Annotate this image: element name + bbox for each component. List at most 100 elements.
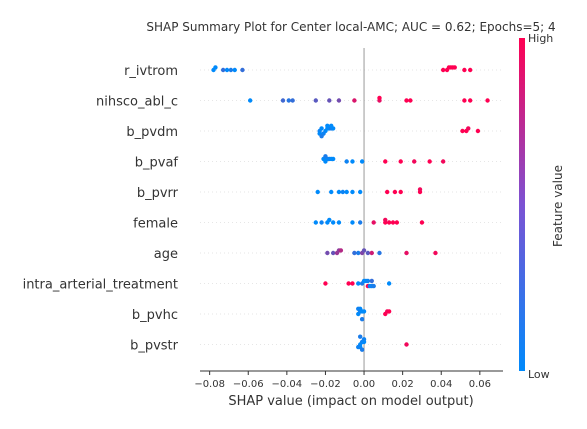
x-tick-label: −0.08: [194, 379, 225, 390]
shap-point: [462, 98, 467, 103]
colorbar-title: Feature value: [551, 165, 565, 247]
shap-point: [359, 347, 365, 352]
shap-point: [338, 248, 344, 253]
shap-point: [404, 250, 409, 256]
feature-label: r_ivtrom: [124, 64, 178, 79]
shap-point: [357, 220, 363, 225]
shap-point: [330, 156, 336, 162]
shap-point: [315, 189, 320, 195]
feature-label: age: [154, 247, 178, 262]
shap-point: [336, 189, 342, 195]
shap-point: [336, 220, 342, 225]
shap-point: [361, 337, 367, 342]
shap-point: [313, 98, 318, 103]
shap-point: [350, 220, 355, 225]
shap-point: [319, 126, 324, 131]
shap-point: [462, 67, 467, 73]
shap-point: [467, 67, 473, 73]
shap-point: [224, 67, 230, 73]
shap-point: [280, 98, 286, 103]
shap-point: [350, 159, 355, 164]
shap-point: [485, 98, 490, 103]
feature-label: b_pvrr: [137, 186, 179, 201]
x-tick-label: 0.00: [353, 379, 375, 390]
shap-point: [327, 98, 332, 103]
shap-point: [417, 187, 423, 192]
shap-point: [398, 189, 403, 195]
shap-point: [319, 220, 324, 225]
shap-point: [440, 159, 446, 164]
shap-point: [440, 67, 446, 73]
shap-point: [385, 189, 390, 195]
feature-gridlines: [200, 69, 503, 345]
shap-point: [383, 217, 388, 223]
feature-label: b_pvdm: [126, 125, 178, 140]
shap-point: [286, 98, 291, 103]
shap-point: [386, 309, 392, 314]
shap-point: [336, 98, 342, 103]
shap-point: [325, 123, 330, 128]
shap-points: [211, 65, 490, 352]
shap-point: [228, 67, 234, 73]
shap-point: [356, 281, 361, 286]
shap-point: [408, 98, 413, 103]
shap-point: [346, 281, 351, 286]
feature-label: b_pvstr: [130, 339, 179, 354]
feature-label: intra_arterial_treatment: [23, 278, 178, 293]
shap-point: [356, 306, 361, 311]
shap-point: [433, 250, 438, 256]
shap-point: [371, 220, 376, 225]
shap-point: [313, 220, 318, 225]
shap-point: [247, 98, 253, 103]
shap-point: [404, 98, 409, 103]
feature-label: nihsco_abl_c: [96, 95, 178, 110]
shap-point: [350, 189, 355, 195]
shap-point: [369, 250, 374, 256]
shap-point: [398, 159, 403, 164]
shap-point: [213, 65, 218, 70]
shap-point: [329, 123, 334, 128]
shap-point: [419, 220, 425, 225]
shap-point: [386, 220, 392, 225]
shap-point: [357, 189, 363, 195]
colorbar-low-label: Low: [528, 368, 550, 381]
shap-point: [475, 128, 481, 134]
shap-point: [325, 250, 330, 256]
feature-label: b_pvaf: [135, 156, 179, 171]
shap-point: [369, 278, 374, 284]
shap-point: [356, 344, 361, 350]
shap-point: [404, 342, 409, 347]
feature-label: b_pvhc: [132, 308, 178, 323]
shap-point: [460, 128, 465, 134]
shap-point: [319, 134, 324, 139]
colorbar-high-label: High: [528, 32, 553, 45]
shap-point: [330, 250, 336, 256]
shap-point: [427, 159, 432, 164]
shap-point: [352, 250, 357, 256]
shap-point: [466, 126, 471, 131]
shap-point: [361, 309, 367, 314]
shap-point: [240, 67, 245, 73]
shap-point: [350, 281, 355, 286]
shap-point: [452, 65, 457, 70]
shap-point: [383, 159, 388, 164]
feature-label: female: [133, 217, 178, 232]
shap-point: [392, 189, 398, 195]
shap-point: [365, 278, 371, 284]
x-tick-label: 0.04: [430, 379, 452, 390]
chart-title: SHAP Summary Plot for Center local-AMC; …: [146, 20, 555, 34]
shap-point: [290, 98, 295, 103]
shap-point: [359, 317, 365, 322]
x-tick-label: −0.06: [233, 379, 264, 390]
x-tick-label: 0.02: [392, 379, 414, 390]
shap-point: [359, 159, 365, 164]
shap-point: [330, 220, 336, 225]
shap-point: [344, 159, 349, 164]
feature-labels: r_ivtrom nihsco_abl_c b_pvdm b_pvaf b_pvrrfe…: [23, 64, 179, 354]
shap-point: [352, 98, 357, 103]
colorbar: [519, 38, 525, 371]
x-ticks: −0.08 −0.06 −0.04 −0.02 0.00 0.02 0.04 0.06: [194, 371, 491, 390]
shap-point: [377, 95, 382, 101]
shap-point: [377, 250, 382, 256]
